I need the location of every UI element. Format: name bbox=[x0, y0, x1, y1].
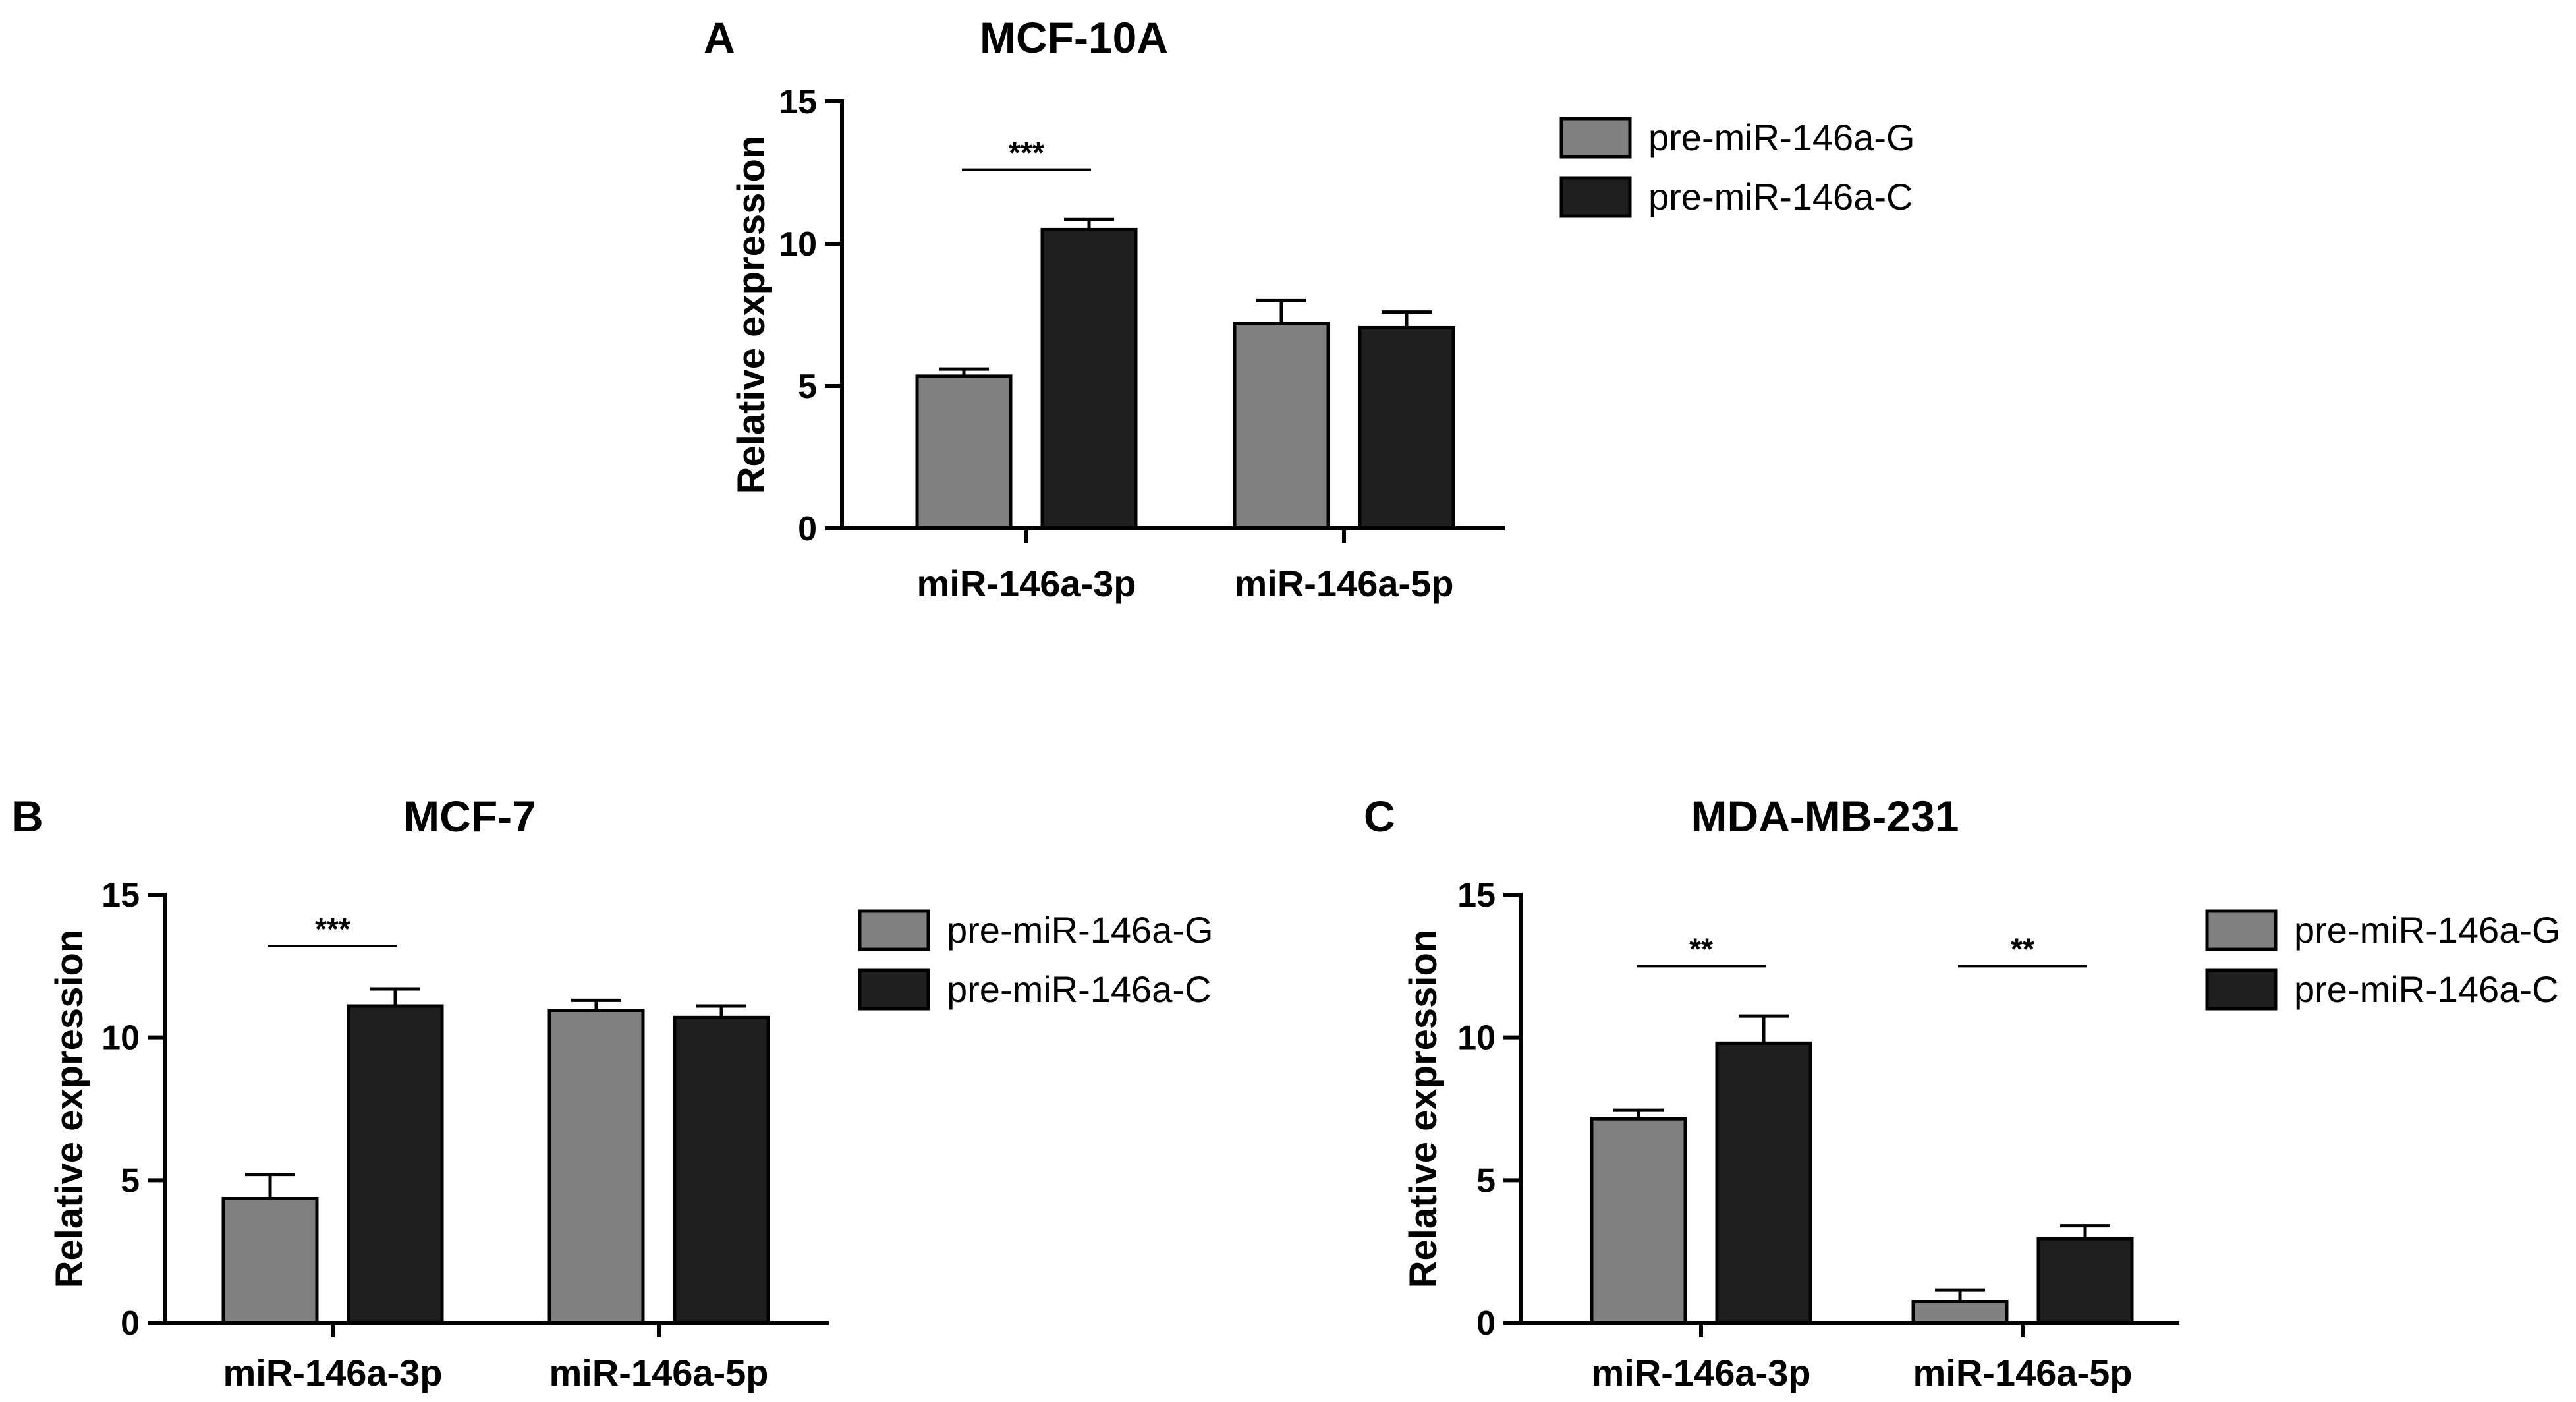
legend-swatch bbox=[1559, 176, 1632, 218]
legend-swatch bbox=[2205, 968, 2278, 1011]
y-axis-label: Relative expression bbox=[730, 136, 773, 495]
bar-pre-mir-146a-g-mir-146a-5p bbox=[1233, 322, 1330, 530]
bar-pre-mir-146a-g-mir-146a-5p bbox=[1911, 1300, 2009, 1325]
bar-pre-mir-146a-g-mir-146a-5p bbox=[547, 1009, 645, 1325]
y-tick-label: 5 bbox=[121, 1162, 140, 1200]
bar-pre-mir-146a-c-mir-146a-3p bbox=[1715, 1041, 1812, 1325]
y-tick-label: 5 bbox=[1476, 1162, 1496, 1200]
legend-swatch bbox=[1559, 117, 1632, 159]
bar-pre-mir-146a-c-mir-146a-3p bbox=[1040, 227, 1138, 530]
bar-pre-mir-146a-c-mir-146a-5p bbox=[2036, 1237, 2134, 1325]
y-axis-label: Relative expression bbox=[1402, 930, 1445, 1289]
y-tick-label: 10 bbox=[779, 225, 817, 264]
bar-pre-mir-146a-g-mir-146a-3p bbox=[915, 374, 1013, 530]
chart-panel-c: C MDA-MB-231 Relative expression miR-146a-3… bbox=[1364, 792, 2561, 1393]
legend-swatch bbox=[858, 909, 930, 951]
x-tick-label: miR-146a-5p bbox=[1913, 1352, 2132, 1393]
legend-label: pre-miR-146a-C bbox=[1648, 176, 1913, 217]
legend-label: pre-miR-146a-G bbox=[2294, 909, 2561, 951]
y-tick-label: 0 bbox=[798, 510, 817, 548]
y-tick-label: 10 bbox=[101, 1019, 140, 1057]
legend-label: pre-miR-146a-C bbox=[947, 968, 1211, 1010]
chart-panel-a: A MCF-10A Relative expression miR-146a-3p mi… bbox=[704, 13, 1915, 604]
significance-label: *** bbox=[1009, 136, 1044, 170]
significance-label: ** bbox=[1689, 932, 1713, 966]
chart-title: MDA-MB-231 bbox=[1691, 792, 1959, 841]
chart-title: MCF-10A bbox=[980, 13, 1168, 62]
y-tick-label: 15 bbox=[1457, 876, 1496, 914]
y-axis-label: Relative expression bbox=[48, 930, 91, 1289]
legend-label: pre-miR-146a-G bbox=[947, 909, 1214, 951]
legend-label: pre-miR-146a-C bbox=[2294, 968, 2558, 1010]
bar-pre-mir-146a-c-mir-146a-3p bbox=[347, 1004, 444, 1325]
x-tick-label: miR-146a-3p bbox=[1591, 1352, 1810, 1393]
bar-pre-mir-146a-g-mir-146a-3p bbox=[221, 1197, 319, 1325]
y-tick-label: 5 bbox=[798, 368, 817, 406]
y-tick-label: 15 bbox=[779, 83, 817, 121]
x-tick-label: miR-146a-5p bbox=[549, 1352, 768, 1393]
bar-pre-mir-146a-c-mir-146a-5p bbox=[1358, 325, 1455, 530]
y-tick-label: 15 bbox=[101, 876, 140, 914]
legend-swatch bbox=[858, 968, 930, 1011]
bar-pre-mir-146a-g-mir-146a-3p bbox=[1590, 1117, 1687, 1325]
y-tick-label: 0 bbox=[121, 1304, 140, 1343]
significance-label: ** bbox=[2011, 932, 2034, 966]
legend-label: pre-miR-146a-G bbox=[1648, 117, 1915, 158]
chart-panel-b: B MCF-7 Relative expression miR-146a-3p miR-… bbox=[12, 792, 1214, 1393]
panel-letter: C bbox=[1364, 792, 1395, 841]
x-tick-label: miR-146a-3p bbox=[223, 1352, 442, 1393]
x-tick-label: miR-146a-3p bbox=[916, 563, 1136, 604]
significance-label: *** bbox=[315, 912, 350, 946]
chart-title: MCF-7 bbox=[403, 792, 536, 841]
panel-letter: B bbox=[12, 792, 43, 841]
panel-letter: A bbox=[704, 13, 735, 62]
x-tick-label: miR-146a-5p bbox=[1234, 563, 1453, 604]
legend-swatch bbox=[2205, 909, 2278, 951]
bar-pre-mir-146a-c-mir-146a-5p bbox=[673, 1015, 770, 1325]
y-tick-label: 10 bbox=[1457, 1019, 1496, 1057]
y-tick-label: 0 bbox=[1476, 1304, 1496, 1343]
